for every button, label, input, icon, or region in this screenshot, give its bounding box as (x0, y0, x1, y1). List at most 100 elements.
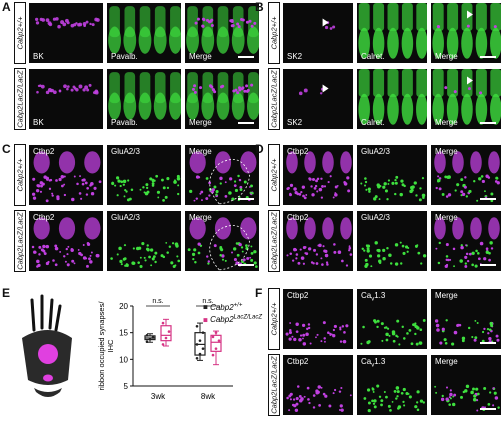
micrograph-d-1-0: Ctbp2 (282, 210, 354, 272)
channel-label: GluA2/3 (111, 147, 140, 156)
channel-label: Ctbp2 (287, 357, 309, 366)
micrograph-a-0-1: Pavalb. (106, 2, 182, 64)
legend: ■ Cabp2+/+ ■ Cabp2LacZ/LacZ (203, 300, 262, 325)
channel-label: SK2 (287, 52, 303, 61)
y-tick-label: 5 (124, 382, 129, 391)
micrograph-image (108, 72, 181, 120)
channel-label: Ctbp2 (33, 213, 55, 222)
micrograph-a-0-0: BK (28, 2, 104, 64)
micrograph-image (360, 175, 426, 202)
channel-label: BK (33, 118, 44, 127)
panel-d-label: D (255, 142, 264, 156)
genotype-text: Cabp2LacZ/LacZ (15, 212, 25, 270)
data-point (164, 336, 168, 340)
channel-label: Calret. (361, 118, 385, 127)
micrograph-f-0-1: Cav1.3 (356, 288, 428, 350)
y-tick-label: 10 (119, 355, 128, 364)
micrograph-image (35, 17, 100, 29)
micrograph-c-0-1: GluA2/3 (106, 144, 182, 206)
channel-label: Pavalb. (111, 52, 138, 61)
channel-label: Merge (435, 213, 458, 222)
micrograph-d-1-2: Merge (430, 210, 501, 272)
genotype-text: Cabp2+/+ (269, 302, 279, 336)
micrograph-a-1-1: Pavalb. (106, 68, 182, 130)
data-point (161, 321, 165, 325)
genotype-text: Cabp2LacZ/LacZ (269, 212, 279, 270)
micrograph-image (363, 384, 425, 413)
data-point (211, 335, 215, 339)
micrograph-b-0-0: SK2 (282, 2, 354, 64)
micrograph-image (286, 385, 352, 413)
data-point (151, 336, 155, 339)
micrograph-f-0-2: Merge (430, 288, 501, 350)
data-point (145, 340, 149, 344)
micrograph-b-1-1: Calret. (356, 68, 428, 130)
box (160, 325, 172, 342)
micrograph-f-0-0: Ctbp2 (282, 288, 354, 350)
micrograph-image (434, 217, 500, 269)
channel-label-base: Ca (361, 357, 372, 366)
micrograph-image (361, 241, 427, 268)
micrograph-image (360, 319, 426, 346)
genotype-label-c-0: Cabp2+/+ (14, 144, 26, 206)
micrograph-image (286, 217, 353, 267)
scale-bar (480, 408, 496, 410)
channel-label: Pavalb. (111, 118, 138, 127)
micrograph-image (432, 3, 501, 59)
micrograph-d-0-1: GluA2/3 (356, 144, 428, 206)
data-point (148, 337, 152, 341)
y-tick-label: 20 (119, 302, 128, 311)
genotype-label-b-1: Cabp2LacZ/LacZ (268, 68, 280, 130)
channel-label: BK (33, 52, 44, 61)
micrograph-image (286, 151, 352, 200)
micrograph-image (285, 321, 349, 346)
x-tick-label: 3wk (151, 392, 166, 401)
data-point (217, 339, 221, 342)
significance-label: n.s. (152, 298, 163, 305)
channel-label: Ctbp2 (287, 213, 309, 222)
channel-label: GluA2/3 (111, 213, 140, 222)
data-point (161, 343, 165, 346)
scale-bar (480, 122, 496, 124)
micrograph-image (298, 84, 329, 96)
scale-bar (238, 56, 254, 58)
scale-bar (480, 342, 496, 344)
micrograph-image (36, 83, 99, 95)
genotype-text: Cabp2+/+ (269, 158, 279, 192)
micrograph-image (186, 72, 259, 120)
genotype-label-f-1: Cabp2LacZ/LacZ (268, 354, 280, 416)
legend-wt-marker: ■ (203, 302, 208, 312)
data-point (195, 343, 199, 346)
legend-ko-label: Cabp2LacZ/LacZ (210, 314, 263, 325)
legend-ko-marker: ■ (203, 315, 208, 325)
y-axis-label: ribbon occupied synapses/IHC (97, 301, 115, 391)
micrograph-image (31, 217, 101, 268)
micrograph-f-1-1: Cav1.3 (356, 354, 428, 416)
synapse-box-chart: 5 10 15 20 ribbon occupied synapses/IHC 3wk n.… (97, 298, 233, 401)
genotype-label-a-1: Cabp2LacZ/LacZ (14, 68, 26, 130)
data-point (214, 347, 218, 350)
micrograph-image (434, 151, 500, 203)
channel-label: Merge (435, 52, 458, 61)
micrograph-c-0-0: Ctbp2 (28, 144, 104, 206)
data-point (167, 330, 171, 333)
channel-label: GluA2/3 (361, 147, 390, 156)
scale-bar (480, 56, 496, 58)
micrograph-image (108, 6, 181, 54)
channel-label: SK2 (287, 118, 303, 127)
data-point (195, 324, 199, 328)
micrograph-image (31, 151, 102, 203)
scale-bar (238, 264, 254, 266)
channel-label: Calret. (361, 52, 385, 61)
x-tick-label: 8wk (201, 392, 216, 401)
genotype-label-b-0: Cabp2+/+ (268, 2, 280, 64)
channel-label: Merge (435, 147, 458, 156)
data-point (201, 331, 205, 334)
data-point (145, 334, 149, 337)
micrograph-c-1-2: Merge (184, 210, 260, 272)
genotype-label-f-0: Cabp2+/+ (268, 288, 280, 350)
y-tick-label: 15 (119, 329, 128, 338)
channel-label: Cav1.3 (361, 357, 386, 369)
channel-label: Merge (189, 118, 212, 127)
channel-label: Merge (189, 52, 212, 61)
